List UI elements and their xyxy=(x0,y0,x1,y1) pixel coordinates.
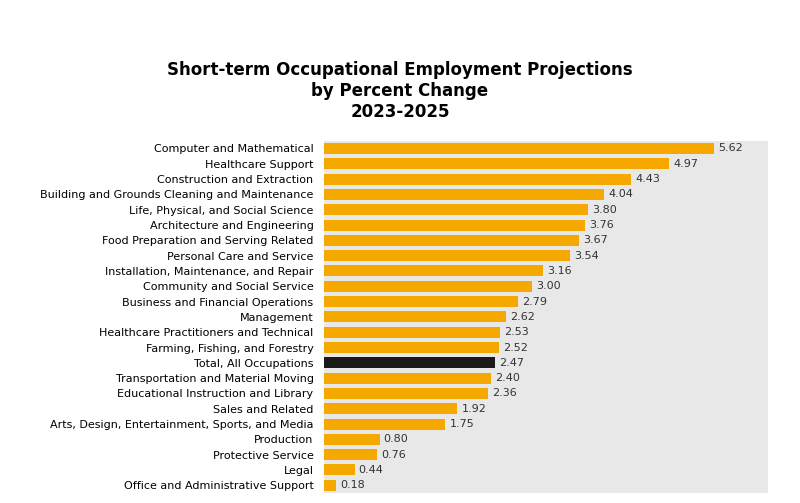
Text: 4.97: 4.97 xyxy=(673,159,698,169)
Bar xyxy=(324,449,377,460)
Bar xyxy=(324,189,604,200)
Bar xyxy=(324,418,446,430)
Bar xyxy=(324,434,379,445)
Bar xyxy=(324,266,543,277)
Bar xyxy=(324,373,490,384)
Bar xyxy=(324,480,337,491)
Text: 3.16: 3.16 xyxy=(547,266,572,276)
Bar xyxy=(324,388,488,399)
Text: 2.53: 2.53 xyxy=(504,327,529,337)
Bar xyxy=(324,158,669,170)
Text: 2.52: 2.52 xyxy=(503,343,528,353)
Text: 3.80: 3.80 xyxy=(592,205,617,215)
Text: 0.76: 0.76 xyxy=(381,450,406,460)
Text: 4.43: 4.43 xyxy=(635,174,660,184)
Text: 3.54: 3.54 xyxy=(574,250,598,261)
Text: 3.00: 3.00 xyxy=(536,281,561,291)
Bar xyxy=(324,235,578,246)
Bar xyxy=(324,174,631,185)
Bar xyxy=(324,204,588,215)
Text: 0.44: 0.44 xyxy=(358,465,383,475)
Text: 2.36: 2.36 xyxy=(492,388,517,398)
Bar xyxy=(324,219,585,230)
Bar xyxy=(324,296,518,307)
Text: 1.75: 1.75 xyxy=(450,419,474,429)
Text: 0.18: 0.18 xyxy=(341,480,366,490)
Bar xyxy=(324,326,499,338)
Bar xyxy=(324,250,570,261)
Text: 0.80: 0.80 xyxy=(384,435,409,444)
Text: 1.92: 1.92 xyxy=(462,404,486,414)
Bar xyxy=(324,281,532,292)
Text: 5.62: 5.62 xyxy=(718,143,742,153)
Text: 2.40: 2.40 xyxy=(494,373,519,383)
Bar xyxy=(324,342,499,353)
Bar xyxy=(324,357,495,368)
Text: 2.79: 2.79 xyxy=(522,297,546,307)
Bar xyxy=(324,311,506,322)
Text: 2.62: 2.62 xyxy=(510,312,534,322)
Text: 2.47: 2.47 xyxy=(499,358,525,368)
Text: 4.04: 4.04 xyxy=(609,190,634,199)
Bar xyxy=(324,403,458,414)
Bar xyxy=(324,143,714,154)
Text: 3.76: 3.76 xyxy=(589,220,614,230)
Bar xyxy=(324,464,354,475)
Text: 3.67: 3.67 xyxy=(582,235,607,245)
Text: Short-term Occupational Employment Projections
by Percent Change
2023-2025: Short-term Occupational Employment Proje… xyxy=(167,61,633,121)
